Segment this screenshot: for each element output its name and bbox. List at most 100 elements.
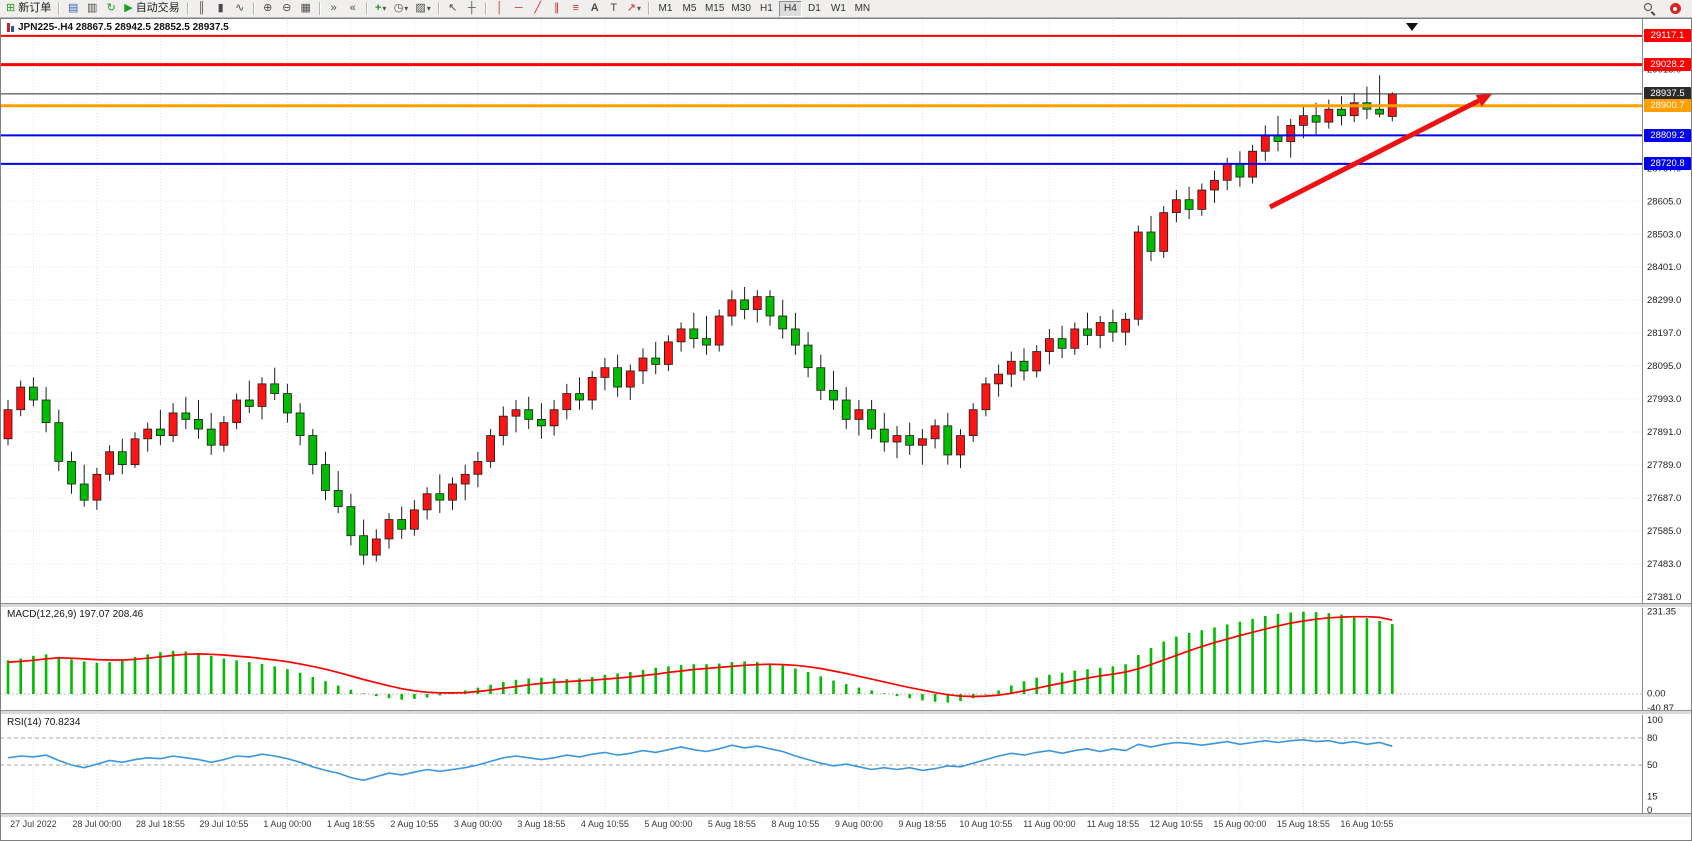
price-axis[interactable] [1643,19,1692,813]
candlestick-icon: ▮ [217,2,224,14]
svg-text:28401.0: 28401.0 [1647,262,1681,273]
svg-text:1 Aug 00:00: 1 Aug 00:00 [263,819,311,829]
timeframe-d1-button[interactable]: D1 [803,1,826,17]
text-button[interactable]: A [586,1,604,17]
indicators-button[interactable]: + ▾ [372,1,390,17]
fibonacci-button[interactable]: ≡ [567,1,585,17]
svg-text:27891.0: 27891.0 [1647,427,1681,438]
refresh-button[interactable]: ↻ [102,1,120,17]
arrows-button[interactable]: ↗ ▾ [624,1,644,17]
macd-signal-line [7,615,1393,698]
line-chart-button[interactable]: ∿ [231,1,249,17]
svg-text:3 Aug 18:55: 3 Aug 18:55 [517,819,565,829]
svg-text:231.35: 231.35 [1647,607,1676,618]
toolbar-right-group [1640,1,1689,17]
chart-shift-button[interactable]: « [344,1,362,17]
zoom-in-icon: ⊕ [263,2,273,14]
vertical-line-button[interactable]: │ [491,1,509,17]
crosshair-button[interactable]: ┼ [463,1,481,17]
text-label-button[interactable]: T [605,1,623,17]
svg-text:5 Aug 18:55: 5 Aug 18:55 [708,819,756,829]
chevron-down-icon: ▾ [382,3,387,13]
toolbar-separator [252,2,255,15]
add-indicator-icon: + [374,2,382,14]
channel-icon: ∥ [553,2,560,14]
chevron-down-icon: ▾ [426,3,431,13]
svg-text:27483.0: 27483.0 [1647,559,1681,570]
time-axis-separator [0,813,1692,818]
time-axis[interactable] [0,817,1642,841]
svg-text:50: 50 [1647,760,1658,771]
zoom-out-icon: ⊖ [282,2,292,14]
svg-text:9 Aug 18:55: 9 Aug 18:55 [898,819,946,829]
tile-windows-button[interactable]: ▦ [297,1,315,17]
fibonacci-icon: ≡ [572,2,579,14]
svg-text:10 Aug 10:55: 10 Aug 10:55 [959,819,1012,829]
charts-button[interactable]: ▤ [64,1,82,17]
timeframe-m1-button[interactable]: M1 [654,1,677,17]
chart-shift-marker[interactable] [1406,23,1418,31]
toolbar-separator [186,2,189,15]
bar-chart-button[interactable]: ║ [193,1,211,17]
new-order-button[interactable]: ⊞ 新订单 [3,1,54,17]
text-icon: A [590,2,599,14]
timeframe-m15-button[interactable]: M15 [702,1,727,17]
autotrading-button[interactable]: ▶ 自动交易 [121,1,182,17]
svg-text:100: 100 [1647,715,1663,726]
svg-text:2 Aug 10:55: 2 Aug 10:55 [390,819,438,829]
cursor-button[interactable]: ↖ [444,1,462,17]
new-order-icon: ⊞ [6,2,16,14]
toolbar-separator [647,2,650,15]
timeframe-h1-button[interactable]: H1 [755,1,778,17]
svg-text:9 Aug 00:00: 9 Aug 00:00 [835,819,883,829]
notification-button[interactable] [1666,1,1684,17]
zoom-in-button[interactable]: ⊕ [259,1,277,17]
trend-arrow[interactable] [1268,98,1480,210]
svg-text:27789.0: 27789.0 [1647,460,1681,471]
new-order-label: 新订单 [18,2,52,14]
svg-text:28605.0: 28605.0 [1647,196,1681,207]
svg-text:11 Aug 18:55: 11 Aug 18:55 [1087,819,1139,829]
cursor-icon: ↖ [448,2,458,14]
svg-text:3 Aug 00:00: 3 Aug 00:00 [454,819,502,829]
svg-text:27381.0: 27381.0 [1647,592,1681,603]
timeframe-mn-button[interactable]: MN [851,1,874,17]
channel-button[interactable]: ∥ [548,1,566,17]
periods-button[interactable]: ◷ ▾ [391,1,412,17]
zoom-out-button[interactable]: ⊖ [278,1,296,17]
arrow-tool-icon: ↗ [626,2,636,14]
candlestick-series [3,75,1397,565]
vertical-line-icon: │ [496,2,504,14]
svg-text:8 Aug 10:55: 8 Aug 10:55 [771,819,819,829]
trendline-icon: ╱ [534,2,542,14]
trend-arrow-head [1475,94,1492,107]
horizontal-line-button[interactable]: ─ [510,1,528,17]
templates-button[interactable]: ▨ ▾ [412,1,433,17]
toolbar-separator [484,2,487,15]
svg-text:4 Aug 10:55: 4 Aug 10:55 [581,819,629,829]
svg-text:27993.0: 27993.0 [1647,394,1681,405]
toolbar-separator [365,2,368,15]
autoscroll-button[interactable]: » [325,1,343,17]
timeframe-m5-button[interactable]: M5 [678,1,701,17]
autotrading-icon: ▶ [124,2,133,14]
panel-separator-macd[interactable] [0,603,1692,608]
trendline-button[interactable]: ╱ [529,1,547,17]
svg-text:27585.0: 27585.0 [1647,526,1681,537]
rsi-line [7,738,1393,782]
tile-windows-icon: ▦ [300,2,311,14]
timeframe-w1-button[interactable]: W1 [827,1,850,17]
timeframe-h4-button[interactable]: H4 [778,0,802,17]
clock-icon: ◷ [393,2,404,14]
svg-text:0: 0 [1647,805,1652,816]
toolbar-separator [437,2,440,15]
search-button[interactable] [1640,1,1659,17]
profiles-button[interactable]: ▥ [83,1,101,17]
panel-separator-rsi[interactable] [0,710,1692,715]
candlestick-chart-button[interactable]: ▮ [212,1,230,17]
toolbar: ⊞ 新订单 ▤ ▥ ↻ ▶ 自动交易 ║ ▮ ∿ ⊕ ⊖ ▦ » « + ▾ ◷… [0,0,1692,18]
svg-text:28299.0: 28299.0 [1647,295,1681,306]
timeframe-m30-button[interactable]: M30 [728,1,753,17]
